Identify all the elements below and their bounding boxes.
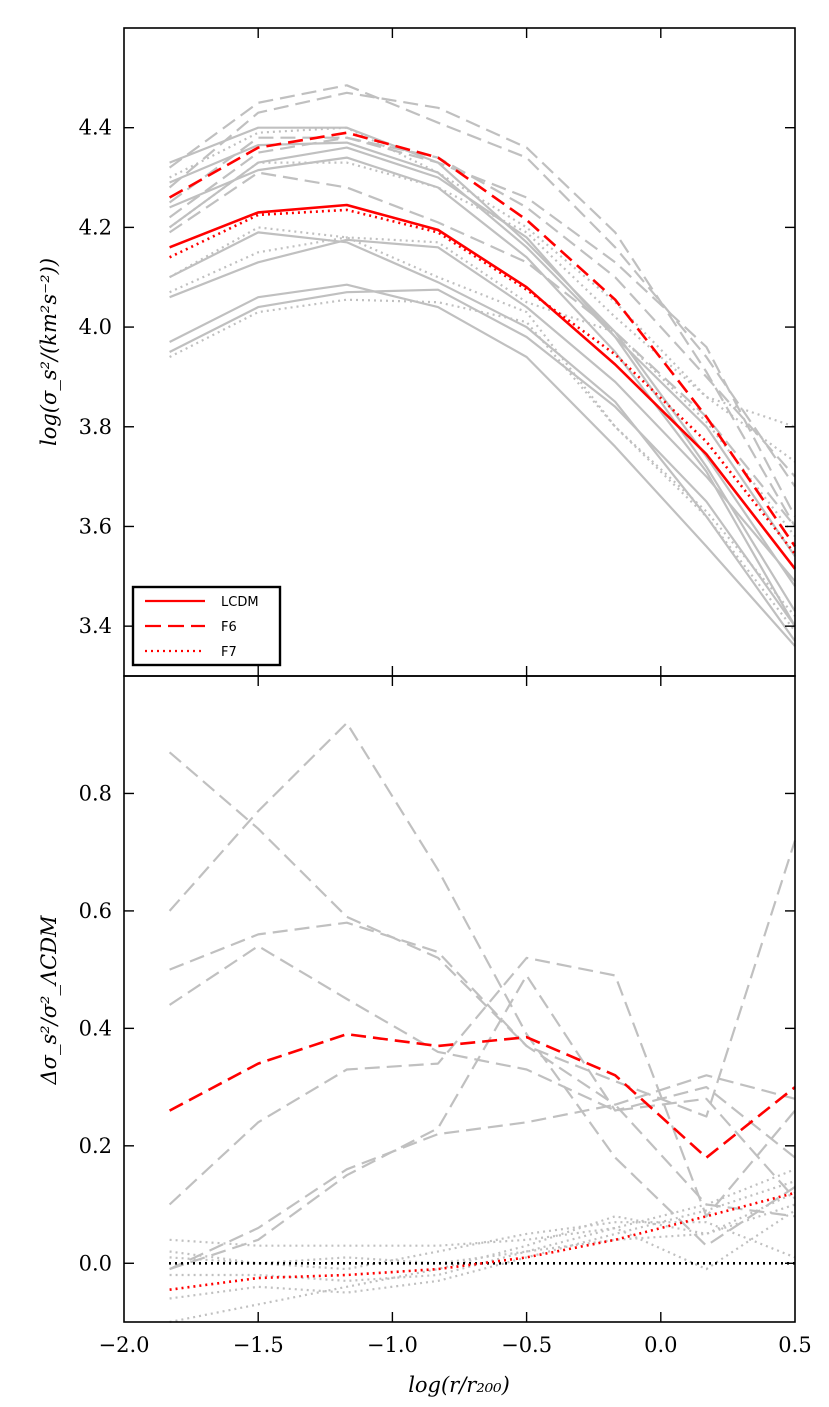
series-top-halo-17 xyxy=(169,298,796,617)
series-bottom-f7-halo-1 xyxy=(169,1168,796,1247)
ytick-label-top-3: 4.0 xyxy=(79,315,112,339)
legend: LCDM F6 F7 xyxy=(131,585,282,667)
ytick-label-bottom-0: 0.0 xyxy=(79,1251,112,1275)
top-y-axis-title: log(σ_s²/(km²s⁻²)) xyxy=(37,258,61,446)
series-top-halo-6 xyxy=(169,283,796,647)
series-bottom-f6-halo-4 xyxy=(168,944,796,1200)
ytick-label-bottom-3: 0.6 xyxy=(79,899,112,923)
series-bottom-f6-halo-2 xyxy=(168,721,796,1247)
series-top-lcdm xyxy=(169,203,797,570)
series-bottom-f6-halo-6 xyxy=(169,1103,796,1271)
series-top-halo-14 xyxy=(169,126,796,463)
xtick-label-5: 0.5 xyxy=(778,1333,811,1357)
series-top-halo-9 xyxy=(168,84,796,488)
xtick-label-4: 0.0 xyxy=(644,1333,677,1357)
legend-label-lcdm: LCDM xyxy=(221,595,259,610)
ytick-label-bottom-4: 0.8 xyxy=(79,781,112,805)
series-top-halo-10 xyxy=(168,91,796,528)
bottom-panel-series xyxy=(168,721,797,1324)
series-bottom-f6-halo-1 xyxy=(168,751,796,1106)
series-top-halo-15 xyxy=(168,161,796,428)
bottom-y-axis-title: Δσ_s²/σ²_ΛCDM xyxy=(37,915,61,1086)
series-bottom-f6-halo-7 xyxy=(169,974,796,1271)
top-panel-series xyxy=(168,84,797,647)
series-top-halo-7 xyxy=(169,288,796,627)
series-top-halo-4 xyxy=(169,238,796,583)
legend-label-f6: F6 xyxy=(221,620,237,635)
series-top-halo-16 xyxy=(169,236,796,538)
xtick-label-1: −1.5 xyxy=(233,1333,284,1357)
series-bottom-f6-halo-3 xyxy=(169,840,797,1118)
series-top-halo-8 xyxy=(168,146,796,558)
series-bottom-f6-mean xyxy=(168,1032,796,1159)
series-top-halo-11 xyxy=(168,136,796,518)
ytick-label-top-0: 3.4 xyxy=(79,614,112,638)
series-top-f6 xyxy=(168,131,797,548)
series-top-halo-18 xyxy=(169,226,796,632)
ytick-label-top-5: 4.4 xyxy=(79,116,112,140)
ytick-label-top-1: 3.6 xyxy=(79,514,112,538)
xtick-label-2: −1.0 xyxy=(367,1333,418,1357)
legend-label-f7: F7 xyxy=(221,645,237,660)
series-top-halo-13 xyxy=(168,136,796,478)
ytick-label-top-2: 3.8 xyxy=(79,415,112,439)
series-top-halo-3 xyxy=(169,156,796,627)
ytick-label-top-4: 4.2 xyxy=(79,215,112,239)
axis-ticks: 3.4 3.6 3.8 4.0 4.2 4.4 0.0 0.2 0.4 0.6 0.8 −2.0 −1.… xyxy=(79,28,812,1357)
series-top-halo-5 xyxy=(169,231,796,642)
xtick-label-3: −0.5 xyxy=(501,1333,552,1357)
ytick-label-bottom-2: 0.4 xyxy=(79,1016,112,1040)
series-top-halo-12 xyxy=(168,171,796,528)
series-bottom-f7-halo-3 xyxy=(169,1209,796,1283)
ytick-label-bottom-1: 0.2 xyxy=(79,1134,112,1158)
series-bottom-f6-halo-5 xyxy=(168,956,796,1218)
xtick-label-0: −2.0 xyxy=(99,1333,150,1357)
bottom-panel-frame xyxy=(123,675,796,1323)
series-top-halo-1 xyxy=(169,126,796,587)
series-top-f7 xyxy=(169,208,797,555)
x-axis-title: log(r/r₂₀₀) xyxy=(408,1373,510,1397)
